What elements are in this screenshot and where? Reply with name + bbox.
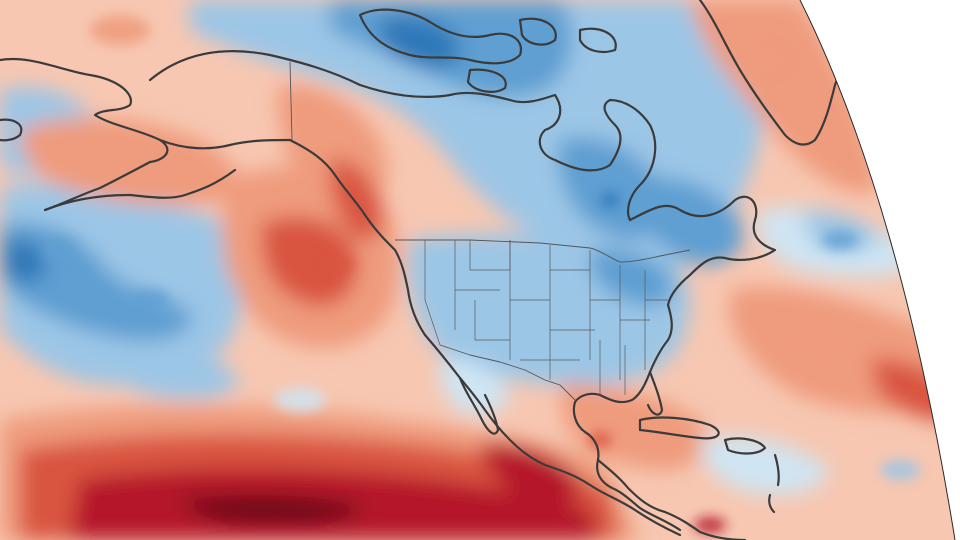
speckle bbox=[822, 231, 858, 249]
state-line bbox=[549, 245, 595, 380]
baja-coastline bbox=[458, 376, 500, 435]
speckle bbox=[754, 48, 786, 72]
labrador-coastline bbox=[628, 195, 777, 307]
state-line bbox=[644, 270, 668, 370]
speckle bbox=[600, 192, 620, 208]
state-line bbox=[424, 240, 441, 346]
lesser-antilles-coastline bbox=[768, 453, 780, 514]
greenland-coastline bbox=[698, 0, 860, 146]
national-borders bbox=[289, 61, 691, 401]
arctic-islands-coastline bbox=[358, 8, 617, 93]
north-pacific-core-cool bbox=[5, 239, 46, 283]
state-line bbox=[599, 340, 626, 395]
speckle bbox=[588, 432, 612, 448]
coastlines bbox=[0, 0, 860, 540]
archipelago-core-cool bbox=[379, 16, 461, 69]
greenland-warm-anomaly bbox=[690, 0, 880, 193]
canada-north-coastline bbox=[148, 50, 557, 104]
atlantic-coastline bbox=[572, 303, 682, 532]
speckle bbox=[44, 238, 76, 262]
speckle bbox=[90, 15, 150, 45]
us-mexico-border bbox=[439, 344, 576, 401]
speckle bbox=[274, 388, 326, 412]
alaska-warm-anomaly bbox=[20, 117, 238, 206]
florida-coastline bbox=[646, 370, 664, 416]
speckle bbox=[694, 517, 726, 533]
speckle bbox=[326, 257, 354, 273]
globe-edge bbox=[799, 0, 956, 540]
alaska-canada-border bbox=[289, 61, 293, 141]
state-boundaries bbox=[424, 240, 668, 395]
state-line bbox=[454, 240, 500, 330]
us-canada-border bbox=[395, 239, 691, 263]
central-america-coastline bbox=[596, 458, 747, 540]
speckle bbox=[880, 460, 920, 480]
aleutian-coastline bbox=[43, 168, 237, 212]
alaska-coastline bbox=[0, 57, 292, 212]
state-line bbox=[589, 250, 620, 360]
northeast-pacific-strong-warm bbox=[260, 216, 358, 306]
tropical-pacific-extreme-warm bbox=[180, 495, 362, 525]
mexico-coast-very-warm bbox=[480, 444, 581, 504]
mid-pacific-cool bbox=[116, 346, 240, 399]
speckle bbox=[798, 330, 842, 350]
great-lakes-cool bbox=[590, 248, 674, 306]
cuba-coastline bbox=[638, 416, 720, 440]
hudson-bay-coastline bbox=[538, 93, 657, 222]
hispaniola-coastline bbox=[723, 437, 767, 455]
speckle bbox=[130, 290, 170, 310]
state-line bbox=[474, 300, 510, 341]
gulf-of-mexico-warm bbox=[559, 382, 640, 435]
quebec-cool bbox=[640, 177, 744, 265]
